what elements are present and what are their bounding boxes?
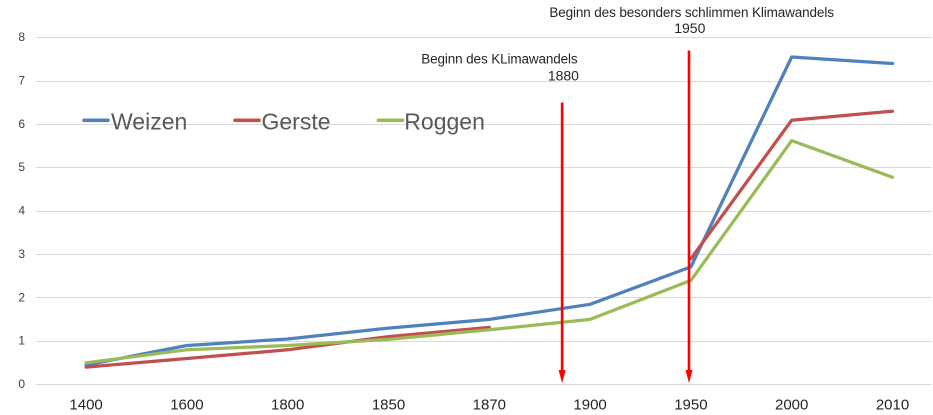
svg-text:1880: 1880 <box>548 68 579 84</box>
svg-text:2010: 2010 <box>876 397 909 414</box>
svg-text:0: 0 <box>18 377 25 391</box>
svg-text:Roggen: Roggen <box>404 108 485 134</box>
svg-text:Beginn des KLimawandels: Beginn des KLimawandels <box>421 52 578 67</box>
svg-text:Gerste: Gerste <box>262 108 331 134</box>
svg-text:1850: 1850 <box>372 397 405 414</box>
svg-text:1900: 1900 <box>573 397 606 414</box>
svg-text:1400: 1400 <box>69 397 102 414</box>
svg-text:1950: 1950 <box>674 397 707 414</box>
svg-text:5: 5 <box>18 160 25 174</box>
svg-text:2: 2 <box>18 290 25 304</box>
svg-text:Weizen: Weizen <box>111 108 187 134</box>
svg-text:7: 7 <box>18 74 25 88</box>
svg-text:2000: 2000 <box>775 397 808 414</box>
svg-text:1600: 1600 <box>170 397 203 414</box>
svg-text:1800: 1800 <box>271 397 304 414</box>
svg-text:1870: 1870 <box>473 397 506 414</box>
svg-text:3: 3 <box>18 247 25 261</box>
svg-text:1: 1 <box>18 334 25 348</box>
svg-text:8: 8 <box>18 30 25 44</box>
svg-text:4: 4 <box>18 204 25 218</box>
svg-text:6: 6 <box>18 117 25 131</box>
svg-text:Beginn des besonders schlimmen: Beginn des besonders schlimmen Klimawand… <box>549 5 834 20</box>
svg-text:1950: 1950 <box>674 20 705 36</box>
